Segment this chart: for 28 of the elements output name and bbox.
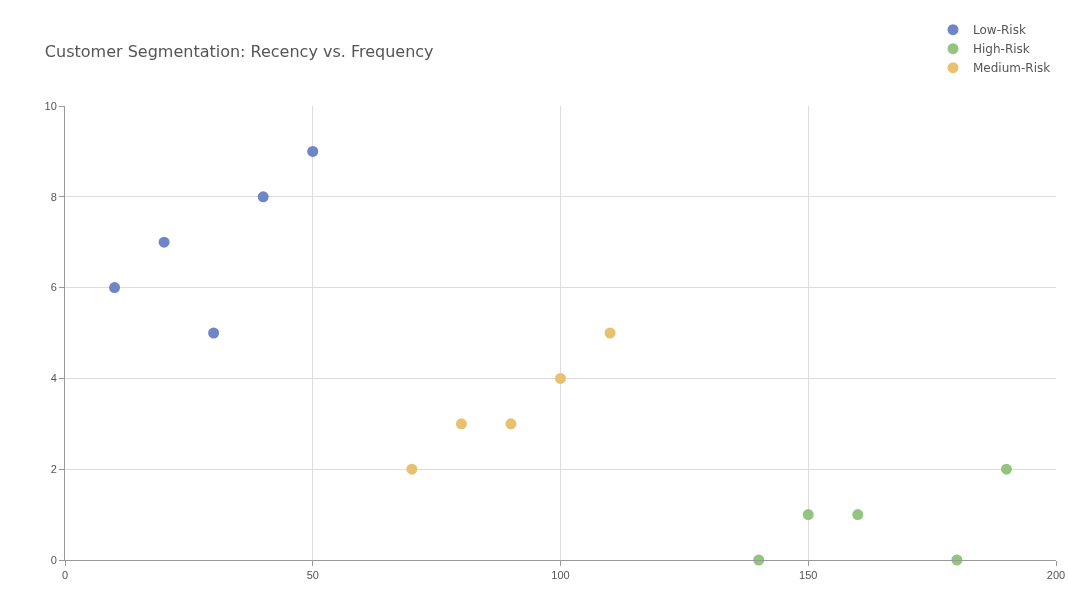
point <box>852 509 864 521</box>
point <box>257 191 269 203</box>
legend-label: Low-Risk <box>973 23 1026 38</box>
x-tick-label: 150 <box>799 569 818 582</box>
legend-label: Medium-Risk <box>973 61 1051 76</box>
legend-label: High-Risk <box>973 42 1030 57</box>
point <box>802 509 814 521</box>
y-tick-label: 0 <box>50 553 57 566</box>
chart-title: Customer Segmentation: Recency vs. Frequency <box>44 42 434 62</box>
x-tick-label: 200 <box>1046 569 1066 582</box>
point <box>109 282 121 294</box>
point <box>1000 463 1012 475</box>
y-tick-label: 2 <box>50 463 57 476</box>
point <box>406 463 418 475</box>
x-tick-label: 0 <box>61 569 69 582</box>
x-tick-label: 100 <box>551 569 570 582</box>
y-tick-label: 4 <box>50 372 57 385</box>
x-tick-label: 50 <box>306 569 319 582</box>
point <box>158 236 170 248</box>
y-tick-label: 8 <box>50 190 57 203</box>
y-tick-label: 6 <box>50 281 57 294</box>
point <box>307 145 319 157</box>
point <box>208 327 220 339</box>
point <box>505 418 517 430</box>
point <box>555 372 566 384</box>
y-tick-label: 10 <box>44 99 57 112</box>
point <box>604 327 616 339</box>
point <box>455 418 467 430</box>
